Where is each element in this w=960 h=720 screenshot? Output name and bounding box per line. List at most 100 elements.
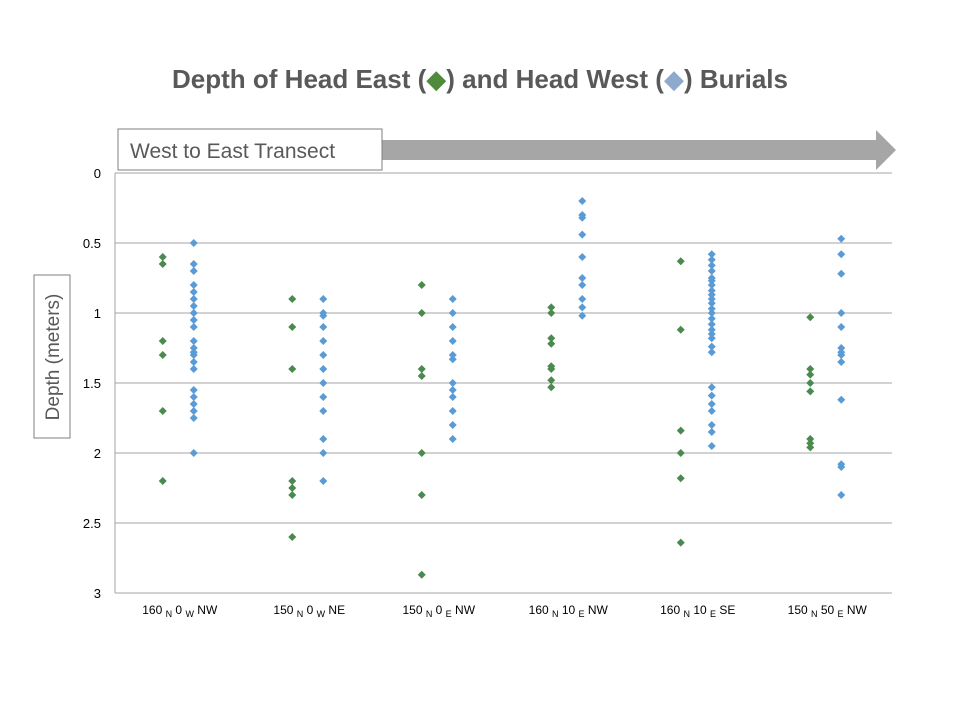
head-east-point (158, 337, 167, 345)
head-west-point (189, 239, 198, 247)
x-tick-part: NW (844, 603, 868, 617)
y-axis-title: Depth (meters) (43, 294, 64, 421)
head-east-point (806, 370, 815, 379)
head-west-point (707, 342, 716, 351)
head-east-point (806, 313, 815, 322)
y-tick-label: 0 (94, 166, 101, 181)
head-east-point (547, 339, 556, 348)
head-west-point (707, 250, 716, 259)
head-east-point (547, 334, 556, 343)
head-west-point (707, 407, 716, 415)
head-east-point (417, 281, 426, 289)
head-east-point (676, 474, 685, 483)
head-east-point (547, 383, 556, 392)
head-east-point (417, 449, 426, 457)
title-middle: ) and Head West ( (446, 64, 664, 94)
head-west-point (707, 309, 716, 317)
head-west-point (837, 358, 846, 366)
head-west-point (448, 337, 457, 345)
x-tick-direction: W (185, 609, 194, 619)
head-west-point (578, 213, 587, 222)
head-west-point (448, 379, 457, 387)
head-east-point (676, 257, 685, 266)
x-tick-label: 150 N 0 E NW (402, 603, 475, 619)
head-west-point (578, 197, 587, 205)
head-east-point (417, 365, 426, 373)
x-tick-part: NE (325, 603, 345, 617)
x-tick-direction: N (166, 609, 173, 619)
head-west-point (707, 304, 716, 313)
head-east-point (158, 260, 167, 268)
head-west-point (189, 288, 198, 296)
head-west-point (707, 320, 716, 329)
head-west-point (319, 449, 328, 457)
head-east-point (288, 323, 297, 331)
head-west-point (578, 295, 587, 303)
head-west-point (578, 281, 587, 289)
head-west-point (707, 281, 716, 289)
head-west-point (707, 290, 716, 299)
head-east-title-marker-icon: ◆ (426, 64, 447, 94)
head-east-point (676, 449, 685, 457)
head-west-point (448, 309, 457, 317)
head-west-point (448, 351, 457, 359)
head-east-point (547, 309, 556, 317)
head-west-point (707, 442, 716, 450)
x-tick-direction: N (297, 609, 304, 619)
head-west-point (189, 309, 198, 317)
x-tick-part: 10 (559, 603, 579, 617)
head-west-point (189, 365, 198, 373)
head-west-point (707, 391, 716, 400)
x-tick-label: 150 N 50 E NW (788, 603, 868, 619)
gridlines (115, 172, 892, 594)
x-tick-direction: N (552, 609, 559, 619)
head-east-point (158, 253, 167, 261)
x-tick-part: 0 (432, 603, 445, 617)
head-west-point (707, 276, 716, 285)
head-west-point (448, 355, 457, 364)
x-tick-direction: N (811, 609, 818, 619)
head-west-point (319, 407, 328, 415)
head-west-point (319, 311, 328, 320)
x-tick-direction: E (838, 609, 844, 619)
head-west-point (319, 365, 328, 373)
head-west-point (707, 255, 716, 264)
head-west-point (707, 400, 716, 408)
head-west-point (448, 407, 457, 415)
x-tick-part: 160 (142, 603, 165, 617)
x-tick-label: 160 N 0 W NW (142, 603, 218, 619)
head-east-point (806, 443, 815, 452)
head-east-point (676, 426, 685, 435)
head-west-point (189, 260, 198, 268)
x-tick-part: NW (194, 603, 218, 617)
head-west-point (189, 414, 198, 422)
head-east-point (288, 477, 297, 485)
head-west-point (189, 323, 198, 331)
head-west-point (707, 295, 716, 303)
head-west-point (578, 303, 587, 312)
x-tick-part: 0 (172, 603, 185, 617)
head-west-point (707, 299, 716, 308)
head-east-point (547, 376, 556, 385)
head-west-point (319, 435, 328, 443)
head-east-point (676, 325, 685, 334)
head-west-point (448, 421, 457, 429)
x-tick-direction: E (579, 609, 585, 619)
y-tick-label: 1.5 (83, 376, 101, 391)
head-west-point (189, 351, 198, 359)
head-west-point (189, 344, 198, 352)
head-east-point (288, 365, 297, 373)
head-west-point (189, 302, 198, 310)
head-west-point (707, 334, 716, 343)
head-west-point (448, 323, 457, 331)
head-west-point (837, 491, 846, 499)
head-west-point (189, 393, 198, 401)
head-east-point (288, 491, 297, 499)
x-tick-part: NW (585, 603, 609, 617)
head-east-point (417, 570, 426, 579)
head-west-point (189, 449, 198, 457)
head-west-point (707, 421, 716, 429)
head-west-point (707, 286, 716, 295)
head-west-point (837, 463, 846, 471)
head-west-point (319, 477, 328, 485)
